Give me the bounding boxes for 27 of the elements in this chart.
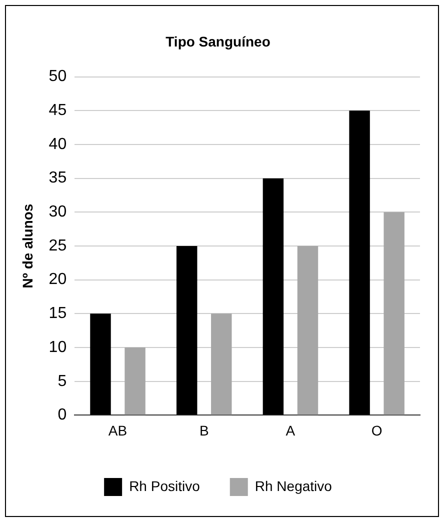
x-tick-label: O bbox=[371, 422, 382, 438]
legend-label: Rh Negativo bbox=[254, 478, 332, 494]
bar bbox=[176, 246, 198, 415]
y-tick-label: 25 bbox=[48, 237, 67, 254]
bar bbox=[211, 314, 232, 415]
y-axis-title: Nº de alunos bbox=[19, 204, 36, 288]
bar bbox=[90, 314, 111, 415]
y-tick-label: 30 bbox=[48, 204, 67, 221]
y-tick-label: 15 bbox=[48, 305, 67, 322]
bar bbox=[124, 348, 146, 415]
chart-title: Tipo Sanguíneo bbox=[166, 33, 270, 50]
y-tick-label: 35 bbox=[48, 170, 67, 187]
bar bbox=[349, 110, 370, 415]
x-tick-label: AB bbox=[108, 422, 128, 438]
y-tick-label: 20 bbox=[48, 271, 67, 288]
legend-label: Rh Positivo bbox=[129, 478, 200, 494]
bar bbox=[262, 178, 284, 415]
y-tick-label: 10 bbox=[48, 338, 67, 356]
x-tick-label: A bbox=[286, 422, 296, 438]
y-tick-label: 0 bbox=[58, 406, 67, 424]
bar bbox=[297, 246, 318, 415]
bar bbox=[384, 212, 404, 415]
y-tick-label: 45 bbox=[48, 102, 67, 120]
y-tick-label: 5 bbox=[58, 372, 67, 390]
y-tick-label: 40 bbox=[48, 136, 67, 153]
x-tick-label: B bbox=[199, 422, 209, 438]
y-tick-label: 50 bbox=[48, 68, 67, 86]
